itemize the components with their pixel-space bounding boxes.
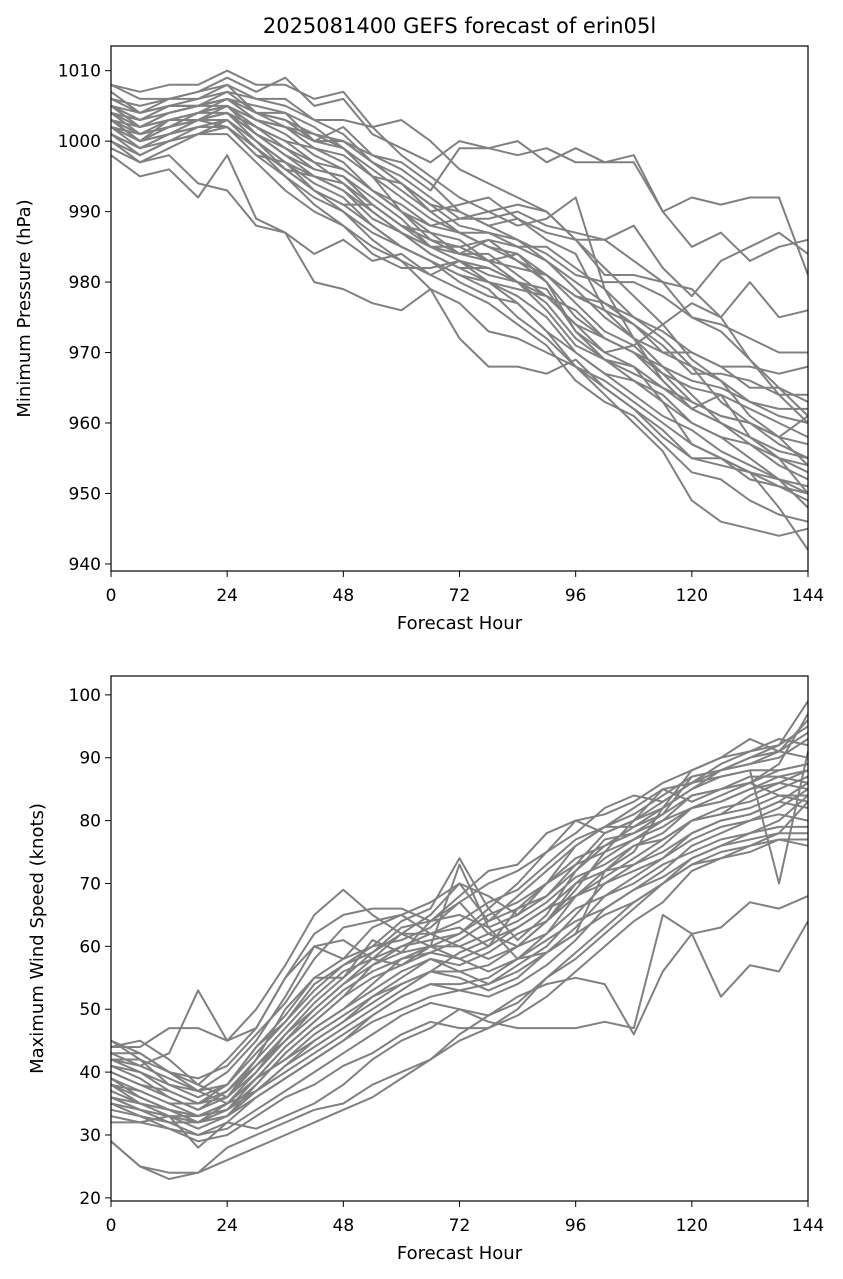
wind-y-axis-label: Maximum Wind Speed (knots): [27, 803, 48, 1074]
pressure-member-line-2: [110, 76, 809, 276]
pressure-x-tick-label: 96: [565, 586, 587, 606]
wind-lines: [110, 700, 809, 1180]
wind-x-tick-label: 144: [792, 1216, 824, 1236]
wind-x-tick-label: 72: [449, 1216, 471, 1236]
pressure-x-ticks: 0 24 48 72 96 120 144: [106, 571, 824, 606]
pressure-member-line-30: [110, 97, 809, 375]
pressure-member-line-13: [110, 154, 809, 551]
chart-title: 2025081400 GEFS forecast of erin05l: [263, 14, 656, 38]
wind-y-tick-label: 80: [79, 812, 101, 832]
wind-x-axis-label: Forecast Hour: [397, 1243, 523, 1264]
wind-member-line-27: [110, 731, 809, 1092]
pressure-member-line-3: [110, 90, 809, 495]
pressure-x-tick-label: 0: [106, 586, 117, 606]
wind-member-line-16: [110, 920, 809, 1174]
pressure-member-line-18: [110, 104, 809, 438]
pressure-member-line-12: [110, 119, 809, 537]
wind-x-tick-label: 120: [676, 1216, 708, 1236]
wind-x-ticks: 0 24 48 72 96 120 144: [106, 1201, 824, 1236]
pressure-y-tick-label: 970: [69, 344, 101, 364]
pressure-member-line-14: [110, 147, 809, 439]
wind-member-line-13: [110, 801, 809, 1143]
wind-y-tick-label: 90: [79, 749, 101, 769]
pressure-y-tick-label: 980: [69, 273, 101, 293]
pressure-member-line-11: [110, 126, 809, 523]
wind-y-tick-label: 100: [69, 686, 101, 706]
pressure-x-tick-label: 48: [333, 586, 355, 606]
wind-y-tick-label: 70: [79, 874, 101, 894]
pressure-y-tick-label: 960: [69, 414, 101, 434]
wind-y-ticks: 20 30 40 50 60 70 80 90 100: [69, 686, 111, 1209]
wind-y-tick-label: 40: [79, 1063, 101, 1083]
wind-member-line-28: [110, 751, 809, 1092]
pressure-member-line-21: [110, 119, 809, 488]
wind-y-tick-label: 20: [79, 1189, 101, 1209]
pressure-member-line-1: [110, 69, 809, 467]
wind-x-tick-label: 96: [565, 1216, 587, 1236]
pressure-y-tick-label: 950: [69, 484, 101, 504]
pressure-member-line-23: [110, 133, 809, 446]
wind-x-tick-label: 24: [216, 1216, 238, 1236]
wind-axes-frame: [110, 675, 809, 1202]
pressure-y-tick-label: 1010: [58, 62, 101, 82]
wind-member-line-11: [110, 788, 809, 1136]
wind-x-tick-label: 0: [106, 1216, 117, 1236]
wind-member-line-24: [110, 825, 808, 1118]
wind-y-tick-label: 50: [79, 1000, 101, 1020]
wind-member-line-18: [111, 781, 809, 1080]
pressure-x-tick-label: 120: [676, 586, 708, 606]
wind-member-line-29: [110, 713, 809, 1105]
pressure-y-tick-label: 990: [69, 203, 101, 223]
pressure-member-line-29: [110, 97, 808, 354]
pressure-x-tick-label: 144: [792, 586, 824, 606]
wind-member-line-26: [110, 838, 808, 1124]
wind-y-tick-label: 30: [79, 1126, 101, 1146]
pressure-member-line-10: [110, 119, 809, 502]
wind-member-line-30: [110, 769, 809, 1118]
pressure-member-line-19: [110, 111, 809, 481]
pressure-y-tick-label: 940: [69, 555, 101, 575]
pressure-y-axis-label: Minimum Pressure (hPa): [14, 199, 35, 417]
pressure-x-axis-label: Forecast Hour: [397, 613, 523, 634]
wind-x-tick-label: 48: [333, 1216, 355, 1236]
pressure-lines: [110, 69, 809, 551]
wind-chart: 0 24 48 72 96 120 144 20 30 40 50 60 70 80 90 100 Fore…: [27, 675, 824, 1264]
pressure-x-tick-label: 24: [216, 586, 238, 606]
pressure-chart: 0 24 48 72 96 120 144 940 950 960 970 980 990 1000 10…: [14, 45, 824, 634]
pressure-y-tick-label: 1000: [58, 132, 101, 152]
pressure-member-line-28: [110, 111, 808, 396]
wind-member-line-25: [110, 832, 808, 1124]
wind-y-tick-label: 60: [79, 937, 101, 957]
pressure-x-tick-label: 72: [449, 586, 471, 606]
pressure-y-ticks: 940 950 960 970 980 990 1000 1010: [58, 62, 111, 575]
